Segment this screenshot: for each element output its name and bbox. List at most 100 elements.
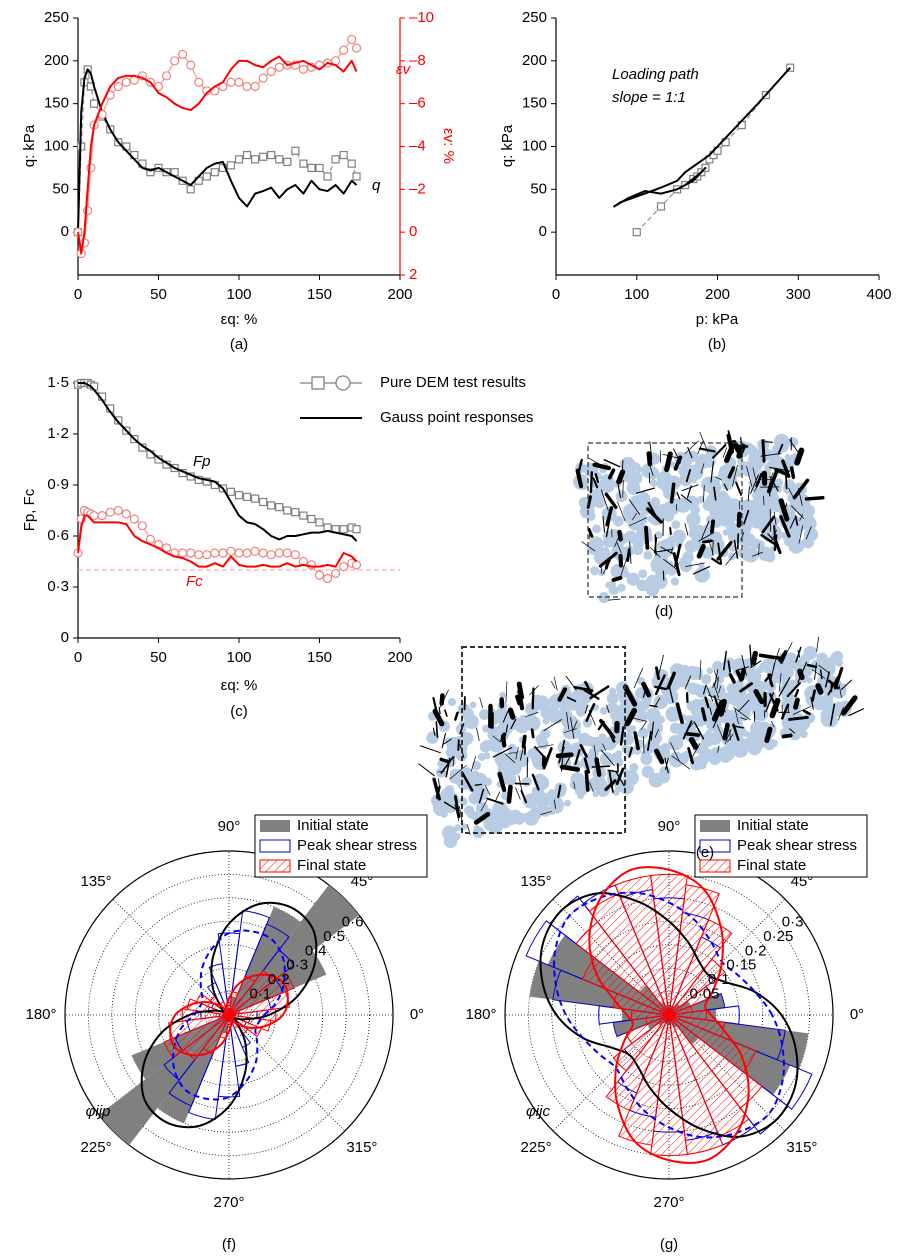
particle xyxy=(686,701,697,711)
force-chain xyxy=(593,744,598,766)
x-axis-label: εq: % xyxy=(221,677,258,694)
particle xyxy=(564,799,571,807)
force-chain xyxy=(588,457,602,466)
marker xyxy=(105,507,115,517)
rose-bar xyxy=(668,1014,724,1155)
particle xyxy=(579,702,588,710)
particle xyxy=(521,776,532,787)
force-chain xyxy=(438,707,441,715)
particle xyxy=(599,707,608,715)
legend-label: Final state xyxy=(297,857,366,874)
force-chain xyxy=(574,749,581,765)
force-chain xyxy=(755,472,763,488)
rose-bar xyxy=(668,1014,763,1109)
particle xyxy=(745,668,762,684)
force-chain xyxy=(827,676,839,696)
angle-label: 135° xyxy=(81,873,112,890)
force-chain xyxy=(810,696,814,710)
force-chain xyxy=(480,799,488,812)
angle-label: 90° xyxy=(658,818,681,835)
force-chain xyxy=(829,703,836,726)
force-chain xyxy=(717,745,720,753)
marker xyxy=(339,525,348,534)
marker xyxy=(242,150,252,160)
particle xyxy=(597,547,611,560)
force-chain xyxy=(589,471,594,493)
marker xyxy=(186,548,196,558)
force-chain xyxy=(616,480,622,499)
force-chain xyxy=(561,739,566,752)
force-chain xyxy=(727,466,736,479)
force-chain xyxy=(454,711,459,721)
force-chain xyxy=(516,681,525,700)
particle xyxy=(502,809,510,818)
r-tick-label: 0·3 xyxy=(286,957,308,974)
force-chain xyxy=(473,811,491,825)
force-chain xyxy=(592,462,611,471)
particle xyxy=(769,739,778,748)
particle xyxy=(464,714,479,730)
marker xyxy=(299,511,308,520)
particle xyxy=(590,566,600,576)
y-tick-label: 250 xyxy=(522,9,547,26)
force-chain xyxy=(712,718,718,728)
panel-label: (f) xyxy=(222,1236,236,1253)
particle xyxy=(613,515,624,527)
series-line xyxy=(77,514,358,568)
marker xyxy=(267,150,276,160)
force-chain xyxy=(711,557,721,565)
series-line xyxy=(613,67,791,208)
particle xyxy=(469,701,477,709)
force-chain xyxy=(680,494,692,504)
force-chain xyxy=(718,698,727,717)
force-chain xyxy=(700,707,707,722)
force-chain xyxy=(616,469,626,485)
marker xyxy=(258,73,268,83)
series-line xyxy=(78,382,358,542)
marker xyxy=(234,548,244,558)
particle xyxy=(612,789,620,796)
force-chain xyxy=(761,439,766,463)
force-chain xyxy=(769,476,779,492)
particle xyxy=(622,733,635,746)
particle xyxy=(759,661,769,671)
y2-tick-label: –6 xyxy=(409,95,426,112)
marker xyxy=(121,77,131,87)
particle xyxy=(515,722,526,733)
force-chain xyxy=(786,681,801,698)
force-chain xyxy=(632,512,637,521)
particle xyxy=(477,752,486,762)
x-tick-label: 50 xyxy=(150,649,167,666)
force-chain xyxy=(797,668,805,681)
particle xyxy=(675,664,691,680)
particle xyxy=(537,738,549,750)
particle xyxy=(594,497,606,509)
r-tick-label: 0·3 xyxy=(782,913,804,930)
force-chain xyxy=(649,704,658,708)
particle xyxy=(608,585,618,595)
angle-label: 270° xyxy=(653,1194,684,1211)
force-chain xyxy=(811,689,816,703)
marker xyxy=(259,152,268,161)
panel-label: (g) xyxy=(660,1236,678,1253)
force-chain xyxy=(675,702,684,725)
particle xyxy=(587,777,601,791)
particle xyxy=(641,765,654,778)
force-chain xyxy=(608,770,614,793)
force-chain xyxy=(773,524,777,542)
force-chain xyxy=(833,666,844,690)
force-chain xyxy=(787,715,809,721)
force-chain xyxy=(557,687,568,702)
force-chain xyxy=(591,765,611,768)
force-chain xyxy=(622,479,624,498)
particle xyxy=(623,770,639,786)
axis-label: φijc xyxy=(526,1103,550,1120)
particle xyxy=(599,752,614,767)
particle xyxy=(686,512,701,527)
force-chain xyxy=(585,702,596,722)
particle xyxy=(454,824,462,832)
particle xyxy=(687,464,704,481)
force-chain xyxy=(758,543,760,556)
force-chain xyxy=(507,752,518,754)
particle xyxy=(710,682,726,699)
